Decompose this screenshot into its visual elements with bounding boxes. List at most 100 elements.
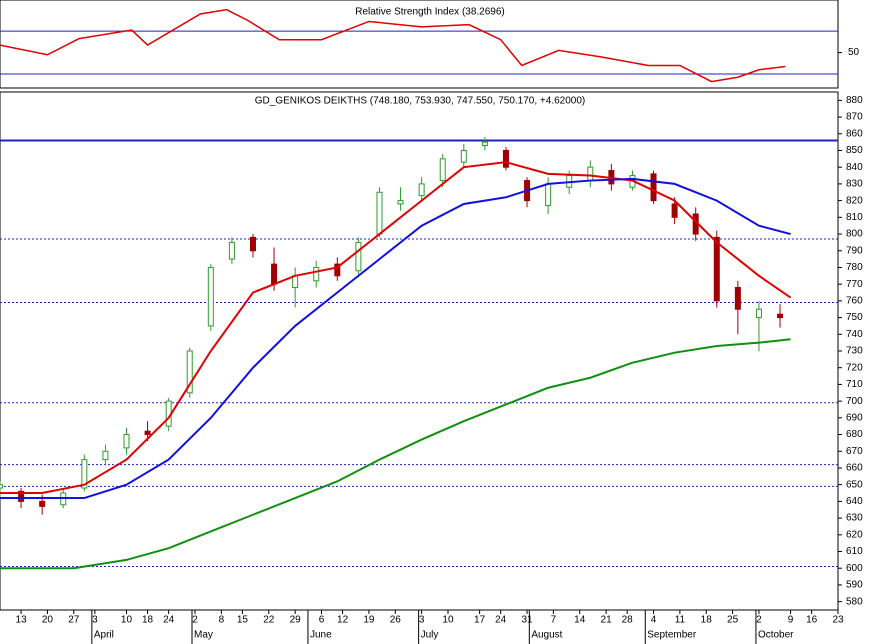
x-tick-label: 20 [42,615,54,626]
x-tick-label: 26 [390,615,402,626]
month-label: October [758,630,794,641]
candle-body [186,350,193,394]
candle-body [313,266,320,282]
x-tick-label: 31 [521,615,533,626]
y-tick-label: 640 [846,496,863,507]
candle-body [0,484,3,489]
y-tick-label: 630 [846,513,863,524]
y-tick-label: 50 [848,47,860,58]
candle-body [671,203,678,218]
price-panel [0,91,839,611]
month-label: August [531,630,562,641]
candle-body [713,236,720,302]
y-tick-label: 660 [846,463,863,474]
x-tick-label: 19 [363,615,375,626]
x-tick-label: 7 [551,615,557,626]
x-tick-label: 25 [727,615,739,626]
y-tick-label: 760 [846,296,863,307]
x-tick-label: 9 [788,615,794,626]
candle-body [755,308,762,319]
y-tick-label: 780 [846,262,863,273]
y-tick-label: 810 [846,212,863,223]
x-tick-label: 21 [601,615,613,626]
y-tick-label: 670 [846,446,863,457]
x-tick-label: 28 [622,615,634,626]
x-tick-label: 10 [442,615,454,626]
candle-body [144,430,151,436]
y-tick-label: 600 [846,563,863,574]
x-tick-label: 17 [474,615,486,626]
x-tick-label: 6 [319,615,325,626]
x-tick-label: 12 [337,615,349,626]
candle-body [545,183,552,207]
candle-body [481,141,488,146]
month-label: April [94,630,114,641]
x-tick-label: 16 [806,615,818,626]
x-tick-label: 13 [16,615,28,626]
candle-body [734,287,741,310]
x-tick-label: 24 [495,615,507,626]
x-tick-label: 2 [756,615,762,626]
x-tick-label: 4 [651,615,657,626]
x-tick-label: 24 [163,615,175,626]
y-tick-label: 720 [846,362,863,373]
rsi-line [0,8,786,83]
x-tick-label: 22 [263,615,275,626]
x-tick-label: 23 [832,615,844,626]
candle-body [650,173,657,202]
y-tick-label: 850 [846,145,863,156]
candle-body [376,191,383,235]
y-tick-label: 820 [846,195,863,206]
y-tick-label: 620 [846,529,863,540]
candle-body [460,149,467,163]
y-tick-label: 590 [846,580,863,591]
month-label: July [421,630,439,641]
x-tick-label: 18 [701,615,713,626]
rsi-panel [0,0,839,89]
candle-body [502,149,509,168]
y-tick-label: 610 [846,546,863,557]
x-tick-label: 10 [121,615,133,626]
candle-body [271,263,278,285]
y-tick-label: 800 [846,229,863,240]
rsi-title: Relative Strength Index (38.2696) [355,7,505,18]
candle-body [397,200,404,205]
x-tick-label: 14 [574,615,586,626]
x-tick-label: 11 [675,615,686,626]
month-label: September [647,630,697,641]
candle-body [418,183,425,197]
x-tick-label: 15 [237,615,249,626]
candle-body [123,434,130,449]
y-tick-label: 650 [846,479,863,490]
candle-body [249,236,256,252]
y-tick-label: 680 [846,429,863,440]
x-tick-label: 3 [419,615,425,626]
candle-body [81,459,88,489]
month-label: May [194,630,213,641]
candle-body [207,266,214,327]
candle-body [102,450,109,461]
y-tick-label: 710 [846,379,863,390]
y-tick-label: 580 [846,596,863,607]
candle-body [228,241,235,260]
y-tick-label: 840 [846,162,863,173]
x-tick-label: 18 [142,615,154,626]
y-tick-label: 730 [846,346,863,357]
candle-body [39,500,46,507]
y-tick-label: 770 [846,279,863,290]
x-tick-label: 3 [92,615,98,626]
month-label: June [310,630,332,641]
x-tick-label: 8 [219,615,225,626]
y-tick-label: 830 [846,179,863,190]
y-tick-label: 870 [846,112,863,123]
y-tick-label: 700 [846,396,863,407]
x-tick-label: 2 [192,615,198,626]
y-tick-label: 880 [846,95,863,106]
moving-average [0,177,791,500]
y-tick-label: 690 [846,412,863,423]
moving-average [0,338,791,570]
y-tick-label: 860 [846,128,863,139]
y-tick-label: 740 [846,329,863,340]
x-tick-label: 27 [68,615,80,626]
